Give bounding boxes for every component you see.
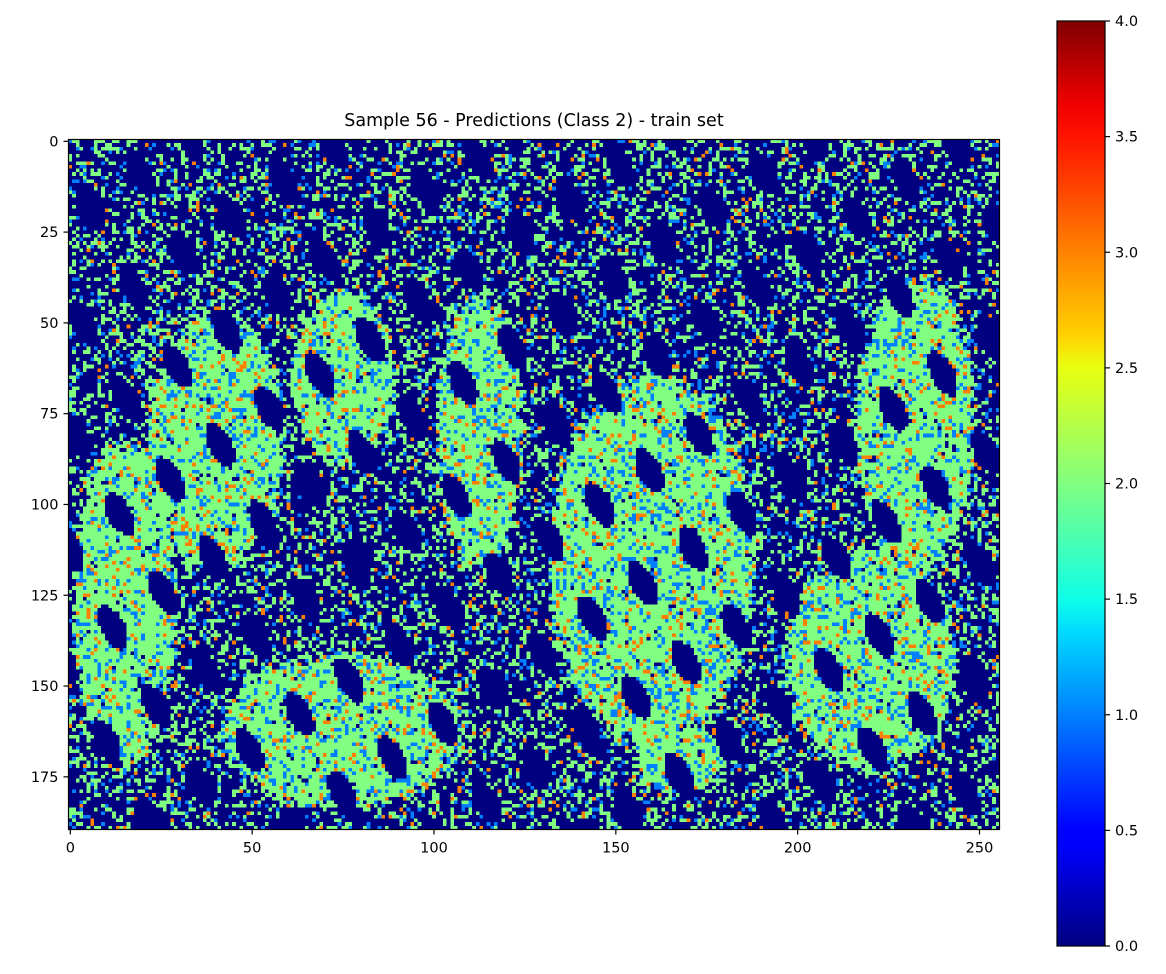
colorbar-tick-label: 2.0 <box>1115 477 1138 493</box>
y-tick-label: 175 <box>31 770 59 786</box>
y-tick-label: 150 <box>31 679 59 695</box>
colorbar-tick-label: 4.0 <box>1115 14 1138 30</box>
colorbar-tick-label: 0.5 <box>1115 823 1138 839</box>
colorbar-tick-label: 3.0 <box>1115 245 1138 261</box>
y-tick-label: 25 <box>40 225 58 241</box>
x-tick-label: 150 <box>602 841 630 857</box>
x-tick-label: 250 <box>966 841 994 857</box>
colorbar-tick-label: 3.5 <box>1115 130 1138 146</box>
colorbar-tick-label: 2.5 <box>1115 361 1138 377</box>
colorbar-tick-label: 1.0 <box>1115 708 1138 724</box>
x-axis-ticks: 0 50 100 150 200 250 <box>66 829 994 857</box>
plot-frame <box>67 138 1001 831</box>
chart-title: Sample 56 - Predictions (Class 2) - trai… <box>344 111 724 131</box>
x-tick-label: 0 <box>66 841 75 857</box>
colorbar-tick-label: 0.0 <box>1115 939 1138 955</box>
x-tick-label: 200 <box>784 841 812 857</box>
x-tick-label: 50 <box>243 841 261 857</box>
y-axis-ticks: 0 25 50 75 100 125 150 175 <box>31 134 69 786</box>
colorbar-tick-label: 1.5 <box>1115 592 1138 608</box>
heatmap-image <box>68 139 1000 830</box>
y-tick-label: 75 <box>40 407 58 423</box>
y-tick-label: 100 <box>31 497 59 513</box>
colorbar-ticks: 0.0 0.5 1.0 1.5 2.0 2.5 3.0 3.5 4.0 <box>1105 14 1138 955</box>
colorbar <box>1056 20 1106 947</box>
x-tick-label: 100 <box>420 841 448 857</box>
y-tick-label: 0 <box>49 134 58 150</box>
heatmap-raster <box>68 139 1000 830</box>
y-tick-label: 50 <box>40 316 58 332</box>
y-tick-label: 125 <box>31 588 59 604</box>
